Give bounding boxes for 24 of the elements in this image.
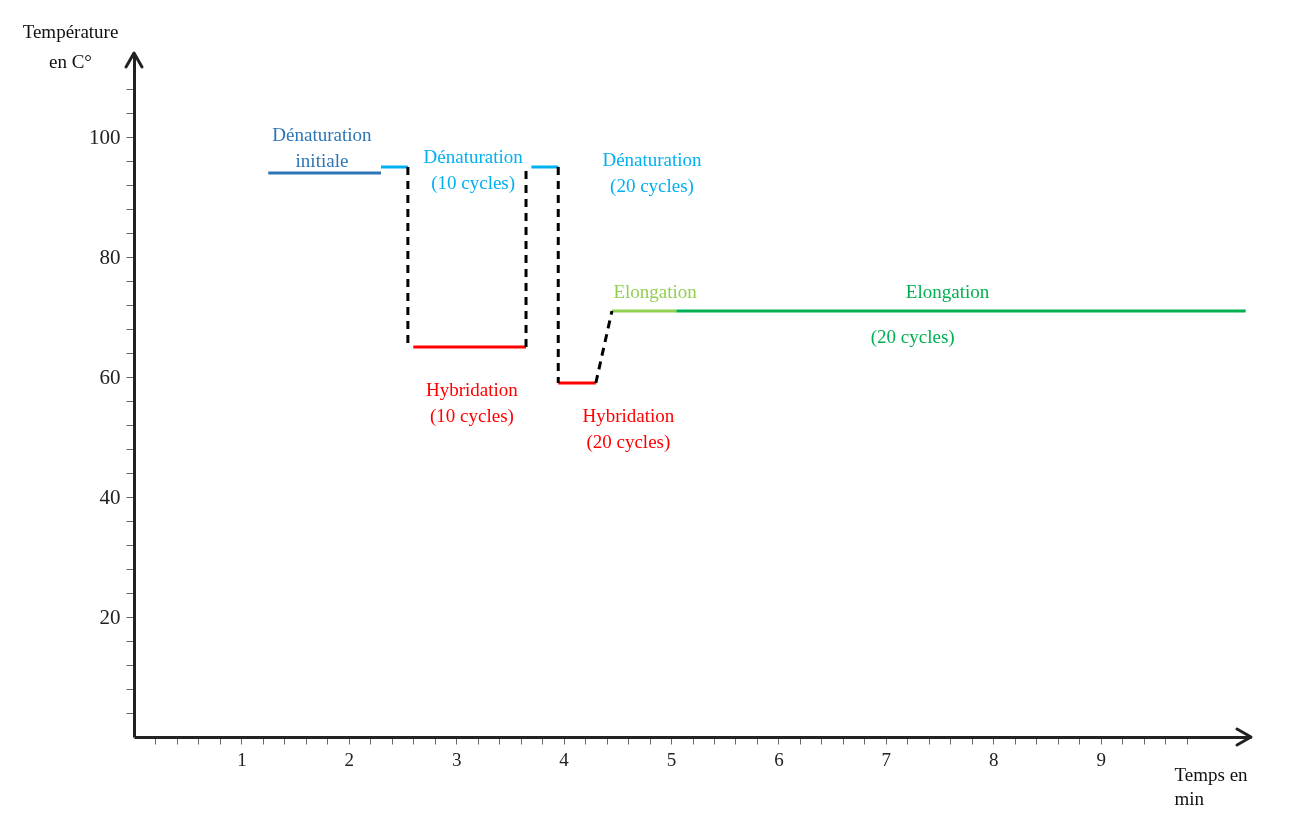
y-tick-label: 40: [99, 484, 121, 509]
annotation: Dénaturation (20 cycles): [602, 149, 703, 197]
x-tick-label: 6: [774, 748, 784, 770]
x-tick-label: 8: [988, 748, 999, 770]
annotation: Dénaturation initiale: [272, 124, 373, 171]
annotation: Dénaturation (10 cycles): [423, 146, 524, 194]
annotation: Hybridation (10 cycles): [426, 379, 519, 427]
y-tick-label: 100: [89, 124, 121, 149]
annotation: Hybridation (20 cycles): [582, 405, 675, 453]
y-tick-label: 20: [99, 604, 121, 629]
x-tick-label: 7: [881, 748, 892, 770]
x-tick-label: 9: [1096, 748, 1106, 770]
y-tick-label: 80: [99, 244, 121, 269]
annotation: Elongation: [905, 281, 990, 302]
x-axis-title: Temps en min: [1174, 763, 1249, 809]
annotation: Elongation: [613, 281, 698, 302]
x-tick-label: 4: [559, 748, 570, 770]
annotation: (20 cycles): [870, 326, 955, 348]
x-tick-label: 2: [344, 748, 355, 770]
x-tick-label: 1: [237, 748, 247, 770]
x-tick-label: 5: [666, 748, 677, 770]
y-axis-title: Température en C°: [22, 20, 119, 72]
x-tick-label: 3: [451, 748, 462, 770]
y-tick-label: 60: [99, 364, 121, 389]
